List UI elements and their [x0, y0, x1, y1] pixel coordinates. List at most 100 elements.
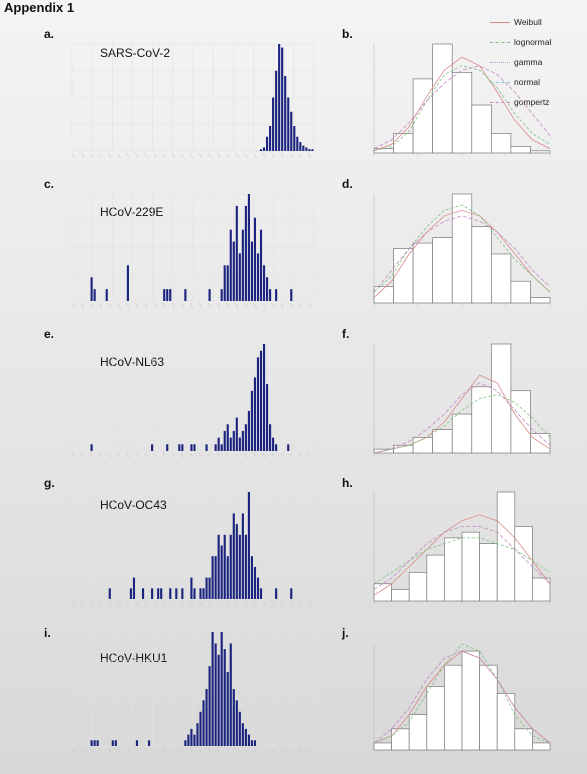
x-tick	[207, 152, 212, 159]
bar	[284, 76, 287, 151]
x-tick	[189, 152, 194, 159]
histogram-h	[373, 491, 551, 604]
x-tick	[307, 302, 312, 309]
bar	[193, 444, 196, 451]
bar-chart-c	[71, 193, 315, 309]
x-tick	[89, 152, 94, 159]
panel-letter-f: f.	[342, 327, 350, 341]
bar	[129, 588, 132, 599]
bar	[256, 253, 260, 301]
x-tick	[271, 452, 275, 459]
bar	[272, 97, 275, 151]
bar	[141, 588, 145, 599]
bar	[238, 253, 241, 301]
panel-title-c: HCoV-229E	[100, 205, 164, 219]
bar	[96, 740, 99, 746]
panel-letter-j: j.	[342, 626, 349, 640]
bar	[238, 534, 241, 599]
bar	[175, 588, 178, 599]
x-tick	[80, 302, 85, 309]
hist-bar	[426, 554, 445, 602]
x-tick	[80, 452, 85, 459]
hist-bar	[530, 150, 551, 154]
x-tick	[180, 302, 185, 309]
x-tick	[80, 152, 85, 159]
x-tick	[71, 747, 76, 754]
hist-bar	[373, 583, 392, 602]
x-tick	[289, 152, 294, 159]
x-tick	[162, 600, 167, 607]
x-tick	[198, 152, 203, 159]
bar	[241, 723, 244, 746]
fit-curve	[373, 56, 551, 152]
bar	[229, 643, 232, 746]
bar	[229, 534, 232, 599]
histogram-j	[373, 643, 551, 753]
x-tick	[71, 600, 76, 607]
x-tick	[135, 452, 139, 459]
hist-bar	[408, 714, 428, 751]
bar	[275, 588, 278, 599]
x-tick	[135, 152, 139, 159]
x-tick	[271, 152, 275, 159]
hist-bar	[514, 526, 533, 602]
x-tick	[280, 600, 284, 607]
bar	[220, 444, 223, 451]
bar	[205, 689, 208, 746]
hist-bar	[532, 742, 551, 751]
x-tick	[289, 452, 294, 459]
bar	[226, 671, 229, 746]
bar-chart-i	[71, 631, 315, 754]
bar	[235, 417, 238, 451]
x-tick	[189, 600, 194, 607]
bar	[275, 70, 278, 151]
bar	[202, 700, 205, 746]
bar	[214, 556, 217, 599]
hist-bar	[532, 577, 551, 602]
bar	[299, 142, 302, 151]
x-tick	[171, 302, 176, 309]
bar	[244, 534, 247, 599]
hist-bar	[408, 571, 428, 602]
x-tick	[271, 600, 275, 607]
x-tick	[162, 152, 167, 159]
x-tick	[262, 452, 266, 459]
bar	[220, 545, 223, 599]
bar-chart-e	[71, 343, 315, 459]
bar	[269, 126, 272, 151]
x-tick	[226, 600, 230, 607]
hist-bar	[490, 133, 512, 154]
bar	[266, 277, 269, 301]
hist-bar	[373, 742, 392, 751]
x-tick	[216, 302, 221, 309]
x-tick	[235, 600, 239, 607]
bar	[293, 126, 296, 151]
panel-title-e: HCoV-NL63	[100, 355, 165, 369]
bar	[281, 47, 284, 151]
bar	[247, 194, 250, 301]
bar	[229, 437, 232, 451]
x-tick	[126, 302, 130, 309]
bar	[311, 149, 314, 151]
bar	[163, 289, 166, 301]
bar	[259, 350, 263, 451]
x-tick	[307, 452, 312, 459]
bar	[157, 588, 160, 599]
panel-letter-g: g.	[44, 476, 55, 490]
hist-bar	[471, 226, 492, 304]
hist-bar	[432, 429, 453, 454]
bar	[160, 588, 163, 599]
x-tick	[207, 600, 212, 607]
bar	[208, 577, 211, 599]
bar	[202, 588, 205, 599]
x-tick	[262, 302, 266, 309]
bar	[269, 289, 272, 301]
x-tick	[307, 600, 312, 607]
x-tick	[144, 747, 148, 754]
panel-letter-d: d.	[342, 177, 353, 191]
x-tick	[80, 747, 85, 754]
bar	[151, 444, 154, 451]
fit-curve	[373, 537, 551, 585]
x-tick	[298, 600, 303, 607]
x-tick	[126, 600, 130, 607]
